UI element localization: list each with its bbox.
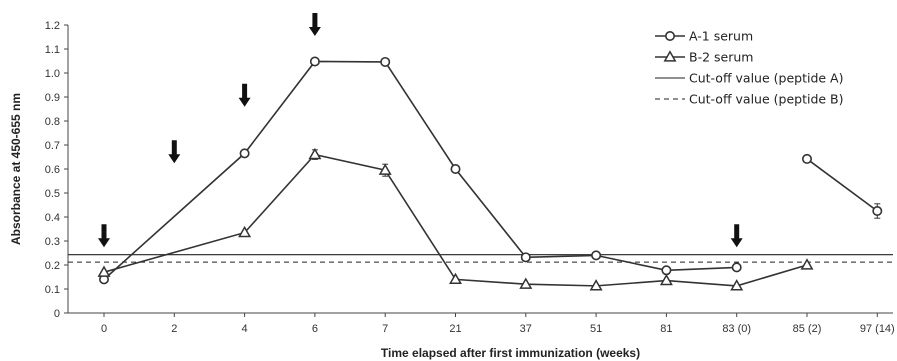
data-point [659,273,673,286]
x-tick-label: 4 [242,323,248,335]
series-b2-serum [97,147,814,291]
data-point [449,272,462,285]
series-a1-serum [99,56,883,285]
x-tick-label: 7 [382,323,388,335]
x-axis-title: Time elapsed after first immunization (w… [381,346,640,360]
data-point [661,265,672,276]
series-layer [97,56,883,291]
data-point [800,258,814,270]
y-tick-label: 1.0 [45,68,60,80]
series-line [806,158,878,212]
immunization-arrows [98,13,743,248]
series-line [103,60,737,280]
data-point [872,206,883,217]
immunization-arrow-icon [730,224,743,248]
x-tick-label: 37 [520,323,532,335]
data-point [591,250,602,261]
data-point [97,265,111,277]
y-tick-label: 0.5 [45,188,60,200]
x-tick-label: 2 [171,323,177,335]
data-point [380,56,391,67]
data-point [308,147,322,160]
immunization-arrow-icon [308,13,321,36]
legend-label: Cut-off value (peptide A) [689,71,843,86]
y-tick-label: 0.1 [45,284,60,296]
data-point [378,163,392,175]
y-tick-label: 0.9 [45,92,60,104]
immunization-arrow-icon [238,83,251,107]
immunization-arrow-icon [168,140,181,164]
legend: A-1 serum B-2 serum Cut-off value (peptide… [655,29,844,107]
immunization-arrow-icon [98,224,110,248]
axes: 0 0.1 0.2 0.3 0.4 0.5 0.6 0.7 0.8 0.9 1.0 1.1 1.2 0 2 4… [45,20,895,335]
x-tick-label: 83 (0) [722,323,751,335]
data-point [239,148,250,159]
y-tick-label: 0.6 [45,164,60,176]
data-point [801,153,812,164]
y-tick-label: 0.3 [45,236,60,248]
x-tick-label: 97 (14) [860,323,895,335]
data-point [238,225,252,238]
data-point [520,252,531,263]
legend-label: Cut-off value (peptide B) [689,92,844,107]
data-point [589,279,603,291]
legend-marker [664,30,675,41]
data-point [450,164,461,175]
legend-marker [663,50,677,62]
x-tick-label: 85 (2) [793,323,822,335]
y-axis-title: Absorbance at 450-655 nm [9,93,23,245]
x-tick-label: 51 [590,323,602,335]
series-line [103,153,808,287]
y-tick-label: 0.8 [45,116,60,128]
x-tick-label: 6 [312,323,318,335]
data-point [730,279,744,291]
legend-label: A-1 serum [689,29,753,44]
reference-lines [68,254,893,263]
y-tick-label: 0.7 [45,140,60,152]
data-point [309,56,320,67]
y-tick-label: 1.1 [45,44,60,56]
y-tick-label: 0.2 [45,260,60,272]
legend-label: B-2 serum [689,50,753,65]
data-point [519,277,533,289]
x-tick-label: 21 [449,323,461,335]
y-tick-label: 1.2 [45,20,60,32]
x-tick-label: 0 [101,323,107,335]
data-point [731,262,742,273]
y-tick-label: 0.4 [45,212,60,224]
y-tick-label: 0 [54,308,60,320]
x-tick-label: 81 [660,323,672,335]
